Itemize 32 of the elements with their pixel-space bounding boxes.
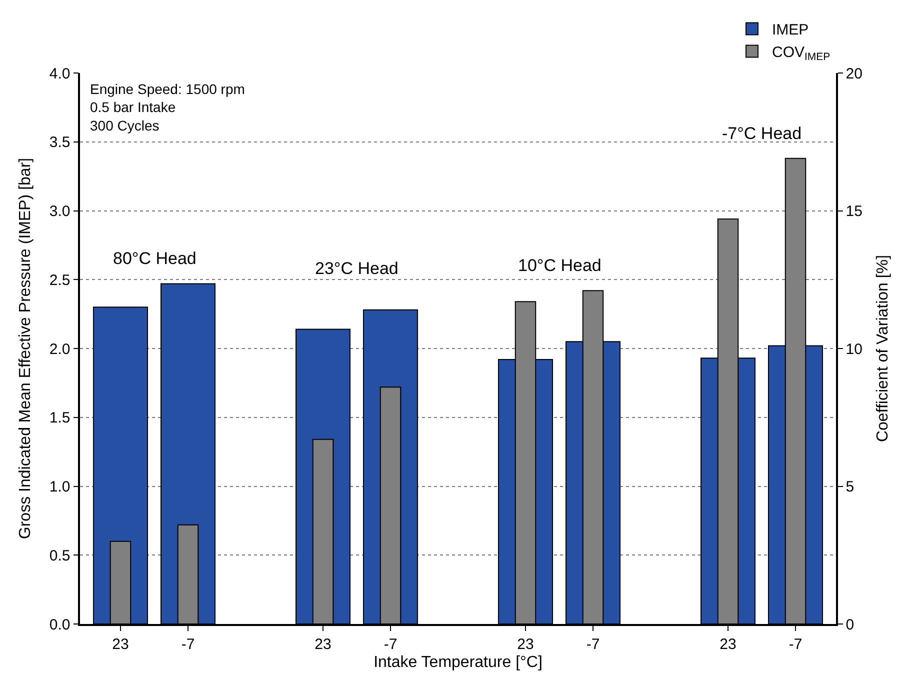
x-tick-label: -7 <box>181 636 195 653</box>
y-tick-label: 3.0 <box>49 203 70 220</box>
y-tick-label: 3.5 <box>49 134 70 152</box>
x-tick-label: 23 <box>517 636 534 653</box>
y-tick-label: 2.5 <box>49 272 70 289</box>
x-tick-label: 23 <box>314 636 332 653</box>
y-tick-label: 1.5 <box>49 410 70 427</box>
y2-tick-label: 5 <box>846 478 854 496</box>
annotation: 10°C Head <box>518 256 602 275</box>
annotation: -7°C Head <box>722 124 802 143</box>
y2-axis-title: Coefficient of Variation [%] <box>874 254 892 442</box>
y-tick-label: 0.5 <box>49 547 70 564</box>
legend-label: COV$_{IMEP}$ <box>772 44 830 64</box>
x-tick-label: -7 <box>788 636 802 653</box>
legend-label: IMEP <box>772 22 809 39</box>
y-tick-label: 1.0 <box>49 478 70 496</box>
x-tick-label: 23 <box>112 636 129 653</box>
x-tick-label: 23 <box>720 636 736 653</box>
x-tick-label: -7 <box>384 636 398 653</box>
y-axis-title: Gross Indicated Mean Effective Pressure (IMEP) [bar] <box>16 158 34 540</box>
y-tick-label: 2.0 <box>49 340 70 358</box>
y-tick-label: 0.0 <box>49 616 70 634</box>
annotation: 80°C Head <box>113 249 196 268</box>
x-axis-title: Intake Temperature [°C] <box>374 654 542 671</box>
x-tick-label: -7 <box>586 636 600 653</box>
y2-tick-label: 20 <box>846 65 862 82</box>
y2-tick-label: 15 <box>846 203 862 220</box>
annotation: 23°C Head <box>315 259 398 278</box>
y2-tick-label: 0 <box>846 616 854 634</box>
y-tick-label: 4.0 <box>49 65 70 82</box>
annotation: Engine Speed: 1500 rpm 0.5 bar Intake 300 Cycles <box>90 81 245 134</box>
y2-tick-label: 10 <box>846 340 862 358</box>
